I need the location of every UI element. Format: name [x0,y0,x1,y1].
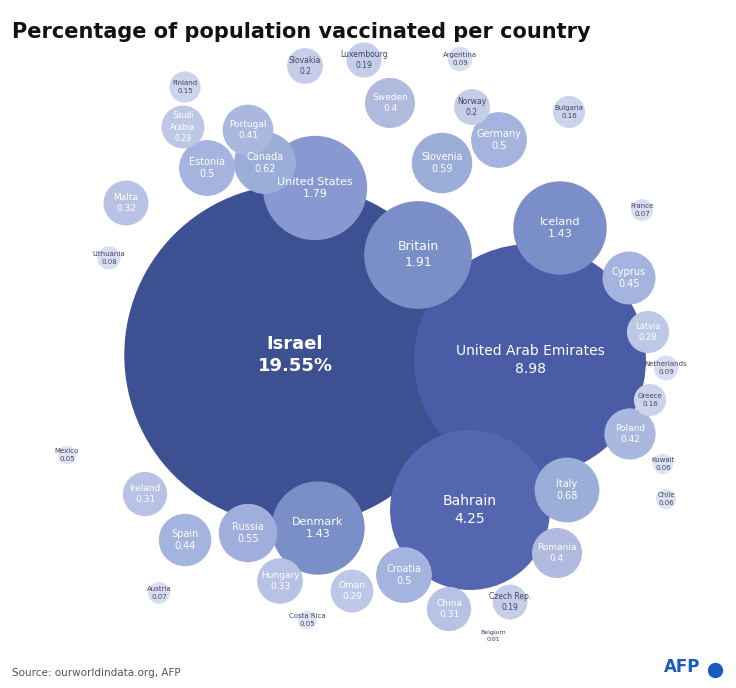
Text: Kuwait
0.06: Kuwait 0.06 [651,458,675,471]
Text: Belgium
0.01: Belgium 0.01 [480,630,506,642]
Circle shape [58,447,76,464]
Circle shape [98,247,120,269]
Text: Saudi
Arabia
0.29: Saudi Arabia 0.29 [171,111,196,142]
Circle shape [180,141,234,195]
Text: Romania
0.4: Romania 0.4 [537,543,577,563]
Text: Britain
1.91: Britain 1.91 [397,241,439,270]
Text: Spain
0.44: Spain 0.44 [171,529,199,551]
Text: Sweden
0.4: Sweden 0.4 [372,93,408,113]
Circle shape [347,43,381,77]
Circle shape [235,133,295,193]
Text: Source: ourworldindata.org, AFP: Source: ourworldindata.org, AFP [12,668,180,678]
Circle shape [224,105,272,155]
Text: Israel
19.55%: Israel 19.55% [258,335,333,375]
Text: Argentina
0.09: Argentina 0.09 [443,52,477,66]
Circle shape [628,312,668,352]
Text: Hungary
0.33: Hungary 0.33 [261,571,300,591]
Circle shape [514,182,606,274]
Circle shape [124,473,166,515]
Text: Croatia
0.5: Croatia 0.5 [386,563,422,586]
Text: Denmark
1.43: Denmark 1.43 [292,517,344,539]
Text: Estonia
0.5: Estonia 0.5 [189,157,225,179]
Text: Oman
0.29: Oman 0.29 [339,581,366,601]
Text: China
0.31: China 0.31 [436,599,462,619]
Circle shape [489,632,497,640]
Text: Malta
0.32: Malta 0.32 [113,193,138,213]
Circle shape [149,583,169,603]
Text: Luxembourg
0.19: Luxembourg 0.19 [340,50,388,70]
Circle shape [105,181,148,225]
Circle shape [553,96,584,127]
Circle shape [415,245,645,475]
Circle shape [170,72,200,102]
Text: Poland
0.42: Poland 0.42 [615,424,645,444]
Circle shape [448,47,472,71]
Circle shape [298,612,316,629]
Text: Bulgaria
0.16: Bulgaria 0.16 [554,105,584,119]
Text: Lithuania
0.08: Lithuania 0.08 [93,251,125,265]
Circle shape [366,78,414,127]
Circle shape [288,49,322,83]
Circle shape [654,356,678,380]
Circle shape [377,548,431,602]
Text: AFP: AFP [664,658,700,676]
Text: Netherlands
0.09: Netherlands 0.09 [645,361,687,375]
Text: Austria
0.07: Austria 0.07 [146,586,171,600]
Circle shape [428,588,470,630]
Circle shape [634,385,665,416]
Text: Percentage of population vaccinated per country: Percentage of population vaccinated per … [12,22,590,42]
Text: Bahrain
4.25: Bahrain 4.25 [443,495,497,526]
Text: Canada
0.62: Canada 0.62 [247,152,283,174]
Circle shape [604,252,655,304]
Text: Italy
0.68: Italy 0.68 [556,479,578,501]
Text: Ireland
0.31: Ireland 0.31 [130,484,160,504]
Text: Slovenia
0.59: Slovenia 0.59 [421,152,463,174]
Circle shape [533,528,581,577]
Circle shape [412,133,472,193]
Circle shape [272,482,364,574]
Circle shape [493,585,527,619]
Text: Portugal
0.41: Portugal 0.41 [229,120,266,140]
Circle shape [472,113,526,167]
Text: Russia
0.55: Russia 0.55 [232,522,264,544]
Circle shape [258,559,302,603]
Text: Cyprus
0.45: Cyprus 0.45 [612,267,646,289]
Text: Czech Rep.
0.19: Czech Rep. 0.19 [489,592,531,612]
Text: Mexico
0.05: Mexico 0.05 [54,449,79,462]
Text: Slovakia
0.2: Slovakia 0.2 [289,56,321,76]
Circle shape [160,515,210,566]
Circle shape [631,200,652,220]
Text: Greece
0.16: Greece 0.16 [637,394,662,407]
Text: Latvia
0.28: Latvia 0.28 [635,322,661,342]
Text: France
0.07: France 0.07 [630,203,654,217]
Text: Germany
0.5: Germany 0.5 [477,129,521,151]
Circle shape [263,136,367,239]
Text: Chile
0.06: Chile 0.06 [657,492,675,506]
Circle shape [455,90,489,125]
Circle shape [605,409,655,459]
Text: Norway
0.2: Norway 0.2 [458,97,486,117]
Text: United Arab Emirates
8.98: United Arab Emirates 8.98 [456,345,604,376]
Text: Iceland
1.43: Iceland 1.43 [539,217,580,239]
Text: Finland
0.15: Finland 0.15 [172,80,197,94]
Circle shape [391,431,549,589]
Circle shape [365,202,471,308]
Circle shape [125,185,465,525]
Circle shape [654,455,673,473]
Text: Costa Rica
0.05: Costa Rica 0.05 [289,613,325,627]
Circle shape [219,504,277,561]
Circle shape [535,458,598,522]
Circle shape [657,490,676,508]
Circle shape [331,570,372,612]
Circle shape [163,106,204,148]
Text: United States
1.79: United States 1.79 [277,177,353,200]
